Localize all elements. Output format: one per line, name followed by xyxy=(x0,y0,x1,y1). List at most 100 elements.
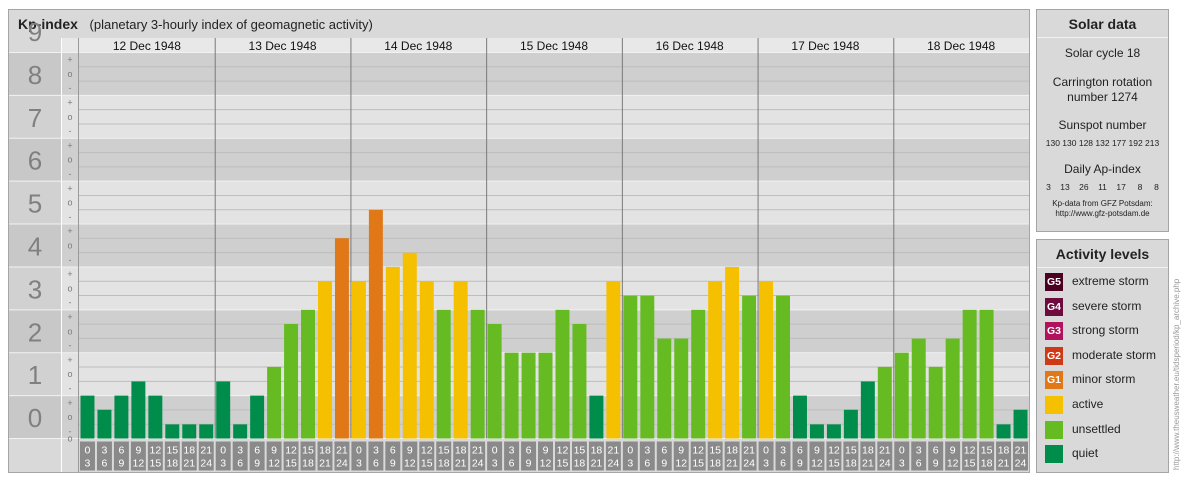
legend-swatch xyxy=(1045,395,1063,414)
interval-label: 9 xyxy=(271,445,277,457)
kp-bar xyxy=(80,395,95,439)
kp-bar xyxy=(1013,409,1028,439)
kp-bar xyxy=(165,424,180,439)
kp-bar xyxy=(301,309,315,439)
kp-bar xyxy=(504,352,519,439)
interval-label: 9 xyxy=(678,445,684,457)
y-tick-label: 9 xyxy=(28,17,42,47)
y-minor-tick-symbol: + xyxy=(67,398,72,408)
interval-cell xyxy=(555,441,570,471)
legend-swatch: G5 xyxy=(1045,273,1063,291)
legend-swatch: G2 xyxy=(1045,346,1063,365)
kp-bar xyxy=(979,309,994,439)
interval-cell xyxy=(945,441,961,471)
sunspot-number-values: 130 130 128 132 177 192 213 xyxy=(1045,138,1160,148)
kp-band xyxy=(9,138,1029,182)
interval-cell xyxy=(1013,441,1028,471)
interval-label: 21 xyxy=(998,458,1010,470)
interval-cell xyxy=(80,441,95,471)
interval-cell xyxy=(962,441,978,471)
interval-label: 9 xyxy=(950,445,956,457)
data-source-link[interactable]: http://www.gfz-potsdam.de xyxy=(1055,209,1150,218)
interval-label: 3 xyxy=(627,458,633,470)
interval-label: 0 xyxy=(492,445,498,457)
interval-cell xyxy=(521,441,537,471)
kp-bar xyxy=(131,381,146,439)
interval-label: 3 xyxy=(763,458,769,470)
y-minor-tick-symbol: + xyxy=(67,98,72,108)
interval-label: 0 xyxy=(220,445,226,457)
interval-cell xyxy=(487,441,503,471)
interval-label: 18 xyxy=(709,458,721,470)
kp-bar xyxy=(521,352,536,439)
kp-bar xyxy=(402,252,417,439)
y-minor-tick-symbol: - xyxy=(69,83,72,93)
interval-label: 3 xyxy=(509,445,515,457)
interval-cell xyxy=(724,441,740,471)
interval-cell xyxy=(368,441,384,471)
interval-label: 12 xyxy=(540,458,552,470)
interval-cell xyxy=(928,441,944,471)
interval-label: 15 xyxy=(574,445,586,457)
interval-label: 12 xyxy=(133,458,145,470)
kp-bar xyxy=(708,281,723,439)
interval-label: 21 xyxy=(455,458,467,470)
interval-cell xyxy=(385,441,401,471)
interval-label: 18 xyxy=(183,445,195,457)
interval-label: 3 xyxy=(237,445,243,457)
interval-label: 21 xyxy=(726,458,738,470)
day-label: 15 Dec 1948 xyxy=(520,39,588,53)
interval-label: 3 xyxy=(899,458,905,470)
interval-label: 3 xyxy=(492,458,498,470)
interval-label: 12 xyxy=(811,458,823,470)
interval-label: 9 xyxy=(118,458,124,470)
interval-label: 15 xyxy=(166,445,178,457)
chart-subtitle: (planetary 3-hourly index of geomagnetic… xyxy=(89,17,373,32)
y-minor-tick-symbol: o xyxy=(67,69,72,79)
day-label: 12 Dec 1948 xyxy=(113,39,181,53)
interval-cell xyxy=(147,441,163,471)
interval-label: 18 xyxy=(438,458,450,470)
interval-label: 3 xyxy=(916,445,922,457)
kp-bar xyxy=(368,209,383,439)
solar-data-panel: Solar data Solar cycle 18 Carrington rot… xyxy=(1036,9,1169,232)
legend-label: extreme storm xyxy=(1072,274,1149,288)
kp-bar xyxy=(623,295,638,439)
interval-label: 6 xyxy=(644,458,650,470)
kp-bar xyxy=(572,323,587,439)
interval-label: 15 xyxy=(692,458,704,470)
interval-label: 15 xyxy=(421,458,433,470)
kp-band xyxy=(9,224,1029,267)
interval-cell xyxy=(164,441,180,471)
interval-label: 0 xyxy=(85,445,91,457)
interval-cell xyxy=(792,441,808,471)
interval-label: 15 xyxy=(149,458,161,470)
kp-bar xyxy=(419,281,434,439)
kp-bar xyxy=(334,238,349,439)
interval-cell xyxy=(911,441,927,471)
y-minor-tick-symbol: o xyxy=(67,241,72,251)
kp-bar xyxy=(809,424,824,439)
interval-label: 24 xyxy=(200,458,212,470)
interval-cell xyxy=(130,441,146,471)
kp-bar xyxy=(640,295,655,439)
kp-bar xyxy=(691,309,706,439)
interval-cell xyxy=(283,441,299,471)
kp-bar xyxy=(860,381,875,439)
interval-label: 6 xyxy=(916,458,922,470)
y-minor-tick-symbol: o xyxy=(67,155,72,165)
kp-bar xyxy=(962,309,977,439)
interval-cell xyxy=(96,441,112,471)
data-source-label: Kp-data from GFZ Potsdam: xyxy=(1052,199,1153,208)
interval-label: 12 xyxy=(828,445,840,457)
legend-label: quiet xyxy=(1072,446,1099,461)
kp-bar xyxy=(877,366,892,439)
solar-cycle: Solar cycle 18 xyxy=(1064,46,1141,60)
interval-cell xyxy=(639,441,655,471)
interval-label: 3 xyxy=(780,445,786,457)
interval-label: 15 xyxy=(845,445,857,457)
y-tick-label: 7 xyxy=(28,103,42,133)
interval-cell xyxy=(826,441,842,471)
kp-bar xyxy=(233,424,248,439)
kp-chart-panel: Kp-index (planetary 3-hourly index of ge… xyxy=(8,9,1030,473)
